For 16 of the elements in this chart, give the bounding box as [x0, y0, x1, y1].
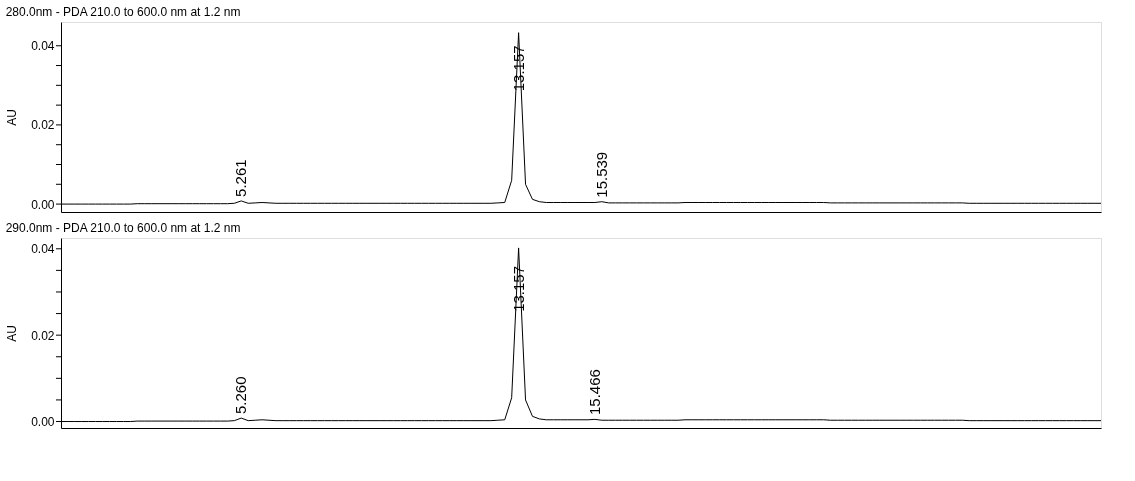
y-axis-title: AU	[5, 109, 20, 126]
annotation: 15.466	[585, 369, 603, 416]
y-tick-label: 0.02	[31, 328, 55, 343]
annotation: 5.260	[232, 376, 250, 415]
y-tick-label: 0.04	[31, 39, 55, 54]
annotation: 13.157	[509, 265, 527, 312]
annotation: 5.261	[232, 159, 250, 197]
chart-title: 290.0nm - PDA 210.0 to 600.0 nm at 1.2 nm	[5, 221, 241, 235]
y-tick-label: 0.04	[31, 242, 55, 257]
y-tick-label: 0.00	[31, 197, 55, 212]
chart-title: 280.0nm - PDA 210.0 to 600.0 nm at 1.2 nm	[5, 5, 241, 19]
annotation: 13.157	[509, 45, 527, 92]
y-tick-label: 0.00	[31, 415, 55, 430]
y-tick-label: 0.02	[31, 118, 55, 133]
annotation: 15.539	[592, 151, 610, 198]
y-axis-title: AU	[5, 325, 20, 342]
